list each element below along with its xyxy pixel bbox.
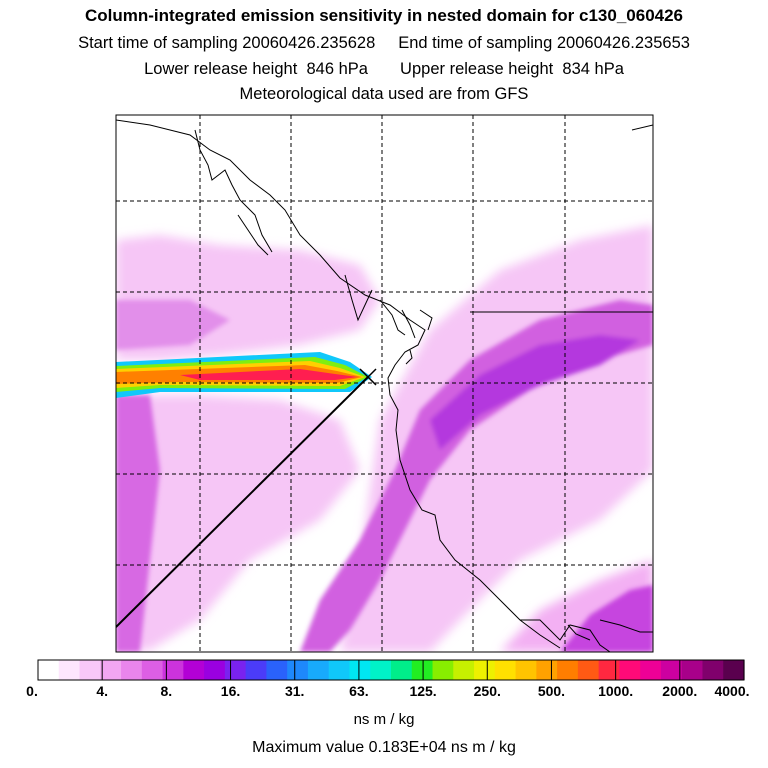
sensitivity-band-west <box>116 395 160 652</box>
lower-release-label: Lower release height <box>144 60 298 78</box>
color-scale-cell <box>58 660 81 680</box>
plume-red <box>180 369 358 380</box>
color-scale-tick-label: 0. <box>26 683 38 699</box>
color-scale-cell <box>307 660 330 680</box>
maximum-value: Maximum value 0.183E+04 ns m / kg <box>252 739 516 756</box>
sensitivity-band-west-upper <box>116 300 230 350</box>
color-scale-cell <box>121 660 143 680</box>
color-scale-tick-label: 8. <box>160 683 173 699</box>
coastline <box>116 119 653 652</box>
color-scale-cell <box>287 660 309 680</box>
color-scale-cell <box>702 660 724 680</box>
color-scale-cell <box>660 660 683 680</box>
color-scale-tick-label: 31. <box>284 683 305 699</box>
color-scale-cell <box>204 660 226 680</box>
color-scale-cell <box>162 660 184 680</box>
sensitivity-band-southeast <box>560 585 653 652</box>
color-scale-cell <box>349 660 371 680</box>
color-scale-cell <box>557 660 579 680</box>
trajectory-line <box>116 376 369 628</box>
color-scale-cell <box>245 660 268 680</box>
release-point-marker <box>359 368 377 386</box>
color-scale-cell <box>474 660 496 680</box>
color-scale-cell <box>391 660 413 680</box>
end-time-label: End time of sampling <box>398 34 553 52</box>
color-scale-cell <box>79 660 101 680</box>
color-scale-cell <box>453 660 475 680</box>
color-scale-cell <box>432 660 454 680</box>
upper-release-value: 834 hPa <box>562 60 624 78</box>
color-scale-cell <box>681 660 704 680</box>
color-scale-cell <box>100 660 122 680</box>
color-scale-cell <box>598 660 621 680</box>
color-scale-tick-label: 125. <box>409 683 437 699</box>
color-scale-tick-label: 500. <box>537 683 566 699</box>
sampling-times: Start time of sampling 20060426.235628 E… <box>0 34 768 53</box>
start-time-value: 20060426.235628 <box>242 34 376 52</box>
color-scale-cell <box>536 660 558 680</box>
color-scale-cell <box>328 660 351 680</box>
start-time-label: Start time of sampling <box>78 34 238 52</box>
color-scale-tick-label: 1000. <box>598 683 634 699</box>
lower-release-value: 846 hPa <box>306 60 368 78</box>
color-scale-tick-label: 4000. <box>714 683 750 699</box>
color-scale-cell <box>619 660 641 680</box>
sensitivity-band-diagonal <box>300 300 653 652</box>
color-scale-cell <box>183 660 205 680</box>
color-scale-tick-label: 4. <box>96 683 109 699</box>
color-scale-cell <box>38 660 60 680</box>
color-scale-tick-label: 63. <box>349 683 369 699</box>
color-scale-cell <box>411 660 434 680</box>
color-scale-units: ns m / kg <box>353 711 415 728</box>
met-data-note: Meteorological data used are from GFS <box>239 85 529 103</box>
color-scale-cell <box>577 660 600 680</box>
graticule <box>116 115 653 652</box>
color-scale-tick-label: 2000. <box>662 683 698 699</box>
color-scale-tick-label: 250. <box>473 683 501 699</box>
color-scale-cell <box>370 660 392 680</box>
color-scale-cell <box>494 660 517 680</box>
plot-title: Column-integrated emission sensitivity i… <box>84 6 684 25</box>
color-scale-cell <box>266 660 288 680</box>
color-scale-cell <box>640 660 662 680</box>
release-heights: Lower release height 846 hPa Upper relea… <box>0 60 768 79</box>
color-scale-cell <box>723 660 745 680</box>
sensitivity-region-west-lower <box>116 395 360 652</box>
color-scale-cell <box>224 660 247 680</box>
upper-release-label: Upper release height <box>400 60 554 78</box>
sensitivity-core-diagonal <box>430 335 640 450</box>
map-frame <box>115 114 654 653</box>
color-scale-cell <box>141 660 164 680</box>
color-scale-tick-label: 16. <box>220 683 241 699</box>
end-time-value: 20060426.235653 <box>556 34 690 52</box>
color-scale-cell <box>515 660 537 680</box>
